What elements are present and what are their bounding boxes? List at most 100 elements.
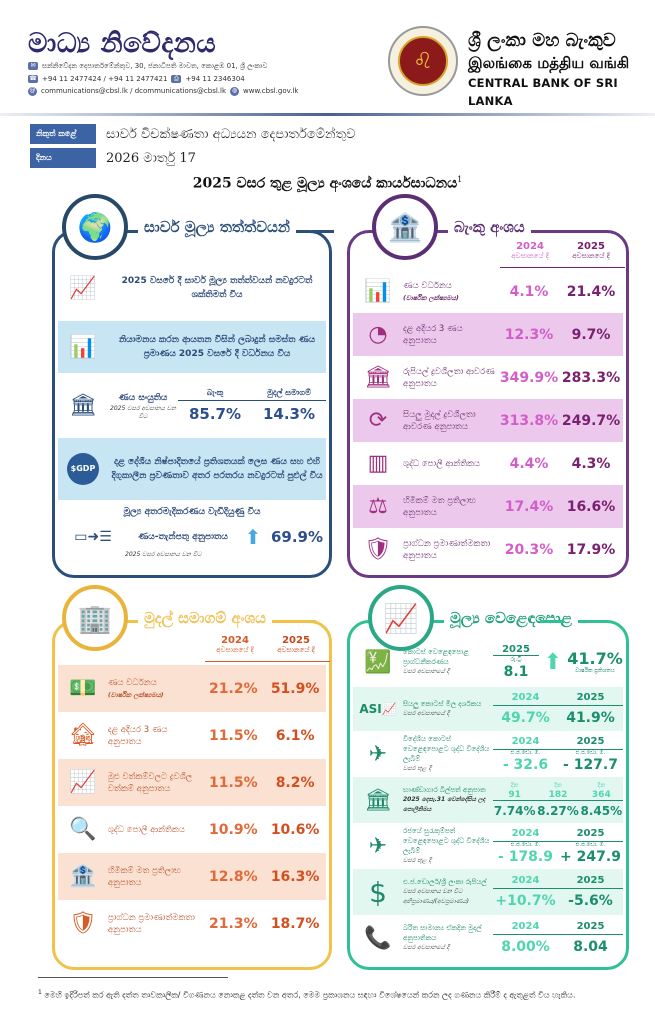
tenor-364: 364 <box>591 790 611 800</box>
bank-shield-icon: 🏦 <box>372 194 438 260</box>
metric-label-sub: (වාර්ෂික ලක්ෂ්‍යමය) <box>403 293 459 302</box>
foreign-equity-unit-2: එ.ජ.ඩො. මි. <box>575 749 606 756</box>
exchange-rate-y1: 2024 <box>511 875 540 886</box>
exchange-rate-y2: 2025 <box>576 875 605 886</box>
market-cap-change: 41.7% <box>567 649 623 668</box>
phone-icon: ☎ <box>28 74 38 83</box>
macro-financial-panel: 📈 2025 වසරේ දී සාර්ව මූල්‍ය තත්ත්වයන් නව… <box>52 230 332 578</box>
growth-dollar-icon: 📈 <box>69 770 97 795</box>
metric-label-text: සියලු මුදල් ද්‍රවශීලතා ආවරණ අනුපාතය <box>403 409 476 432</box>
metric-label: ණය වර්ධනය (වාර්ෂික ලක්ෂ්‍යමය) <box>403 280 498 304</box>
aspi-row: ASI📈 සියලු කොටස් මිල දර්ශකය වසර අවසානයේ … <box>353 687 623 731</box>
capital-shield-icon: 🛡 <box>364 537 392 562</box>
metric-label-text: ශුද්ධ පොලී ආන්තිකය <box>403 458 481 469</box>
press-release-header: මාධ්‍ය නිවේදනය ✉ සන්නිවේදන දෙපාර්තමේන්තුව… <box>0 0 655 110</box>
metric-label-text: ණය වර්ධනය <box>403 280 452 291</box>
composition-label-block: ණය සංයුතිය 2025 වසර අවසානය වන විට <box>108 391 178 421</box>
ctd-value: 69.9% <box>270 528 324 546</box>
banking-panel-header: 🏦 බැංකු අංශය <box>372 194 531 260</box>
value-2024: 12.3% <box>504 326 554 343</box>
metric-label: හිමිකම් මත ප්‍රතිලාභ අනුපාතය <box>403 495 498 519</box>
metric-label-text: රුපියල් ද්‍රවශීලතා ආවරණ අනුපාතය <box>403 366 495 389</box>
banking-col-2025-year: 2025 <box>577 241 605 252</box>
aspi-label: සියලු කොටස් මිල දර්ශකය <box>403 700 482 708</box>
fc-label: මුදල් සමාගම් <box>267 388 311 397</box>
aspi-values: 2024 2025 49.7% 41.9% <box>493 692 623 726</box>
metric-label: ප්‍රාග්ධන ප්‍රමාණාත්මකතා අනුපාතය <box>108 912 203 936</box>
market-cap-change-block: 41.7% වාර්ෂික ප්‍රතිශතය <box>567 649 623 675</box>
bank-name-sinhala: ශ්‍රී ලංකා මහ බැංකුව <box>468 30 616 51</box>
finance_companies-metric-row: 🏦 හිමිකම් මත ප්‍රතිලාභ අනුපාතය 12.8% 16.3% <box>58 853 326 900</box>
metric-label-text: දළ අදියර 3 ණය අනුපාතය <box>403 323 463 346</box>
footnote-divider <box>38 977 228 978</box>
currency-cycle-icon: ⟳ <box>368 408 388 433</box>
metric-label: ණය වර්ධනය (වාර්ෂික ලක්ෂ්‍යමය) <box>108 677 203 701</box>
ctd-label: ණය-තැන්පතු අනුපාතය <box>138 532 228 542</box>
credit-composition-row: 🏛 ණය සංයුතිය 2025 වසර අවසානය වන විට බැංක… <box>58 378 326 433</box>
interest-margin-icon: ▥ <box>367 451 389 476</box>
footnote: 1 මෙහි ඉදිරිපත් කර ඇති දත්ත තාවකාලික/ වි… <box>38 985 628 1003</box>
banking-head-line <box>558 230 580 233</box>
pie-decline-icon: ◔ <box>368 322 388 347</box>
value-2025: 6.1% <box>275 727 315 744</box>
foreign-govsec-unit-2: එ.ජ.ඩො. මි. <box>575 841 606 848</box>
foreign-equity-unit-1: එ.ජ.ඩො. මි. <box>510 749 541 756</box>
value-2024: 313.8% <box>499 412 559 429</box>
markets-panel-title: මූල්‍ය වෙළෙඳපොළ <box>444 609 578 627</box>
call-money-rate-row: 📞 බරිත සාමාන්‍ය ඒකදින මුදල් අනුපාතිකය වස… <box>353 915 623 961</box>
ctd-ratio-row: ▭➜☰ ණය-තැන්පතු අනුපාතය ⬆ 69.9% <box>58 525 326 549</box>
foreign-govsec-label: රජයේ සුරැකුම්පත් වෙළෙඳපොළට ශුද්ධ විදේශීය… <box>403 827 490 855</box>
market-cap-change-note: වාර්ෂික ප්‍රතිශතය <box>575 668 615 674</box>
office-buildings-icon: 🏢 <box>62 585 128 651</box>
tenor-label-2: දින <box>554 782 562 789</box>
metric-label-text: ණය වර්ධනය <box>107 677 157 688</box>
deepening-text: මූල්‍ය අතරමැදිකරණය වැඩිදියුණු විය <box>123 507 261 517</box>
plane-bank-icon: ✈ <box>368 833 388 859</box>
aspi-y1: 2024 <box>511 692 540 703</box>
value-2025: 283.3% <box>561 369 621 386</box>
growth-percent-icon: 📊 <box>364 279 392 304</box>
footnote-number: 1 <box>38 989 42 996</box>
metric-label-text: ප්‍රාග්ධන ප්‍රමාණාත්මකතා අනුපාතය <box>403 538 491 561</box>
foreign-govsec-y2: 2025 <box>576 827 605 839</box>
value-2024: 21.2% <box>209 680 258 697</box>
markets-panel-header: 📈 මූල්‍ය වෙළෙඳපොළ <box>368 585 578 651</box>
banking-col-2025: 2025 අවසානයේ දී <box>560 241 622 261</box>
value-2025: 9.7% <box>571 326 611 343</box>
foreign-govsec-y1: 2024 <box>511 827 540 839</box>
value-2024: 11.5% <box>209 727 258 744</box>
foreign-equity-y2: 2025 <box>576 735 605 747</box>
finance_companies-metric-row: 📈 මුළු වත්කම්වලට ද්‍රවශීල වත්කම් අනුපාතය 1… <box>58 759 326 806</box>
metric-label: දළ අදියර 3 ණය අනුපාතය <box>108 724 203 748</box>
main-title-text: 2025 වසර තුළ මූල්‍ය අංශයේ කාර්යසාධනය <box>192 175 458 192</box>
value-2024: 349.9% <box>499 369 559 386</box>
metric-label: හිමිකම් මත ප්‍රතිලාභ අනුපාතය <box>108 865 203 889</box>
dollar-growth-icon: 💹 <box>364 649 392 675</box>
metric-label-sub: (වාර්ෂික ලක්ෂ්‍යමය) <box>107 690 164 699</box>
bank-building-icon: 🏛 <box>69 393 97 418</box>
stock-chart-coin-icon: 📈 <box>368 585 434 651</box>
value-2025: 8.2% <box>275 774 315 791</box>
exchange-rate-v2: -5.6% <box>568 893 613 909</box>
tenor-91: 91 <box>508 790 521 800</box>
email-link[interactable]: communications@cbsl.lk / dcommunications… <box>41 87 227 95</box>
foreign-govsec-v1: - 178.9 <box>498 848 553 865</box>
call-money-values: 2024 2025 8.00% 8.04 <box>493 921 623 955</box>
website-link[interactable]: www.cbsl.gov.lk <box>243 87 299 95</box>
banking-metric-row: ⟳ සියලු මුදල් ද්‍රවශීලතා ආවරණ අනුපාතය 313.… <box>353 399 623 442</box>
bank-return-icon: 🏦 <box>69 864 97 889</box>
cbsl-seal-logo: ♌ <box>388 26 458 96</box>
market-cap-label: කොටස් වෙළෙඳපොළ ප්‍රාග්ධනීකරණය <box>403 648 469 666</box>
value-2025: 16.6% <box>566 498 616 515</box>
main-title: 2025 වසර තුළ මූල්‍ය අංශයේ කාර්යසාධනය1 <box>0 175 655 192</box>
bank-name-block: ශ්‍රී ලංකා මහ බැංකුව இலங்கை மத்திய வங்கி… <box>468 30 653 110</box>
value-2025: 16.3% <box>270 868 320 885</box>
call-money-label: බරිත සාමාන්‍ය ඒකදින මුදල් අනුපාතිකය <box>403 924 482 942</box>
foreign-govsec-unit-1: එ.ජ.ඩො. මි. <box>510 841 541 848</box>
tbill-values: දින දින දින 91 182 364 7.74% 8.27% 8.45% <box>493 782 623 818</box>
footnote-text: මෙහි ඉදිරිපත් කර ඇති දත්ත තාවකාලික/ විගණ… <box>44 990 576 1000</box>
composition-values: බැංකු මුදල් සමාගම් 85.7% 14.3% <box>178 388 326 423</box>
call-money-y1: 2024 <box>511 921 540 932</box>
arrow-up-icon: ⬆ <box>543 649 563 675</box>
value-2025: 17.9% <box>566 541 616 558</box>
